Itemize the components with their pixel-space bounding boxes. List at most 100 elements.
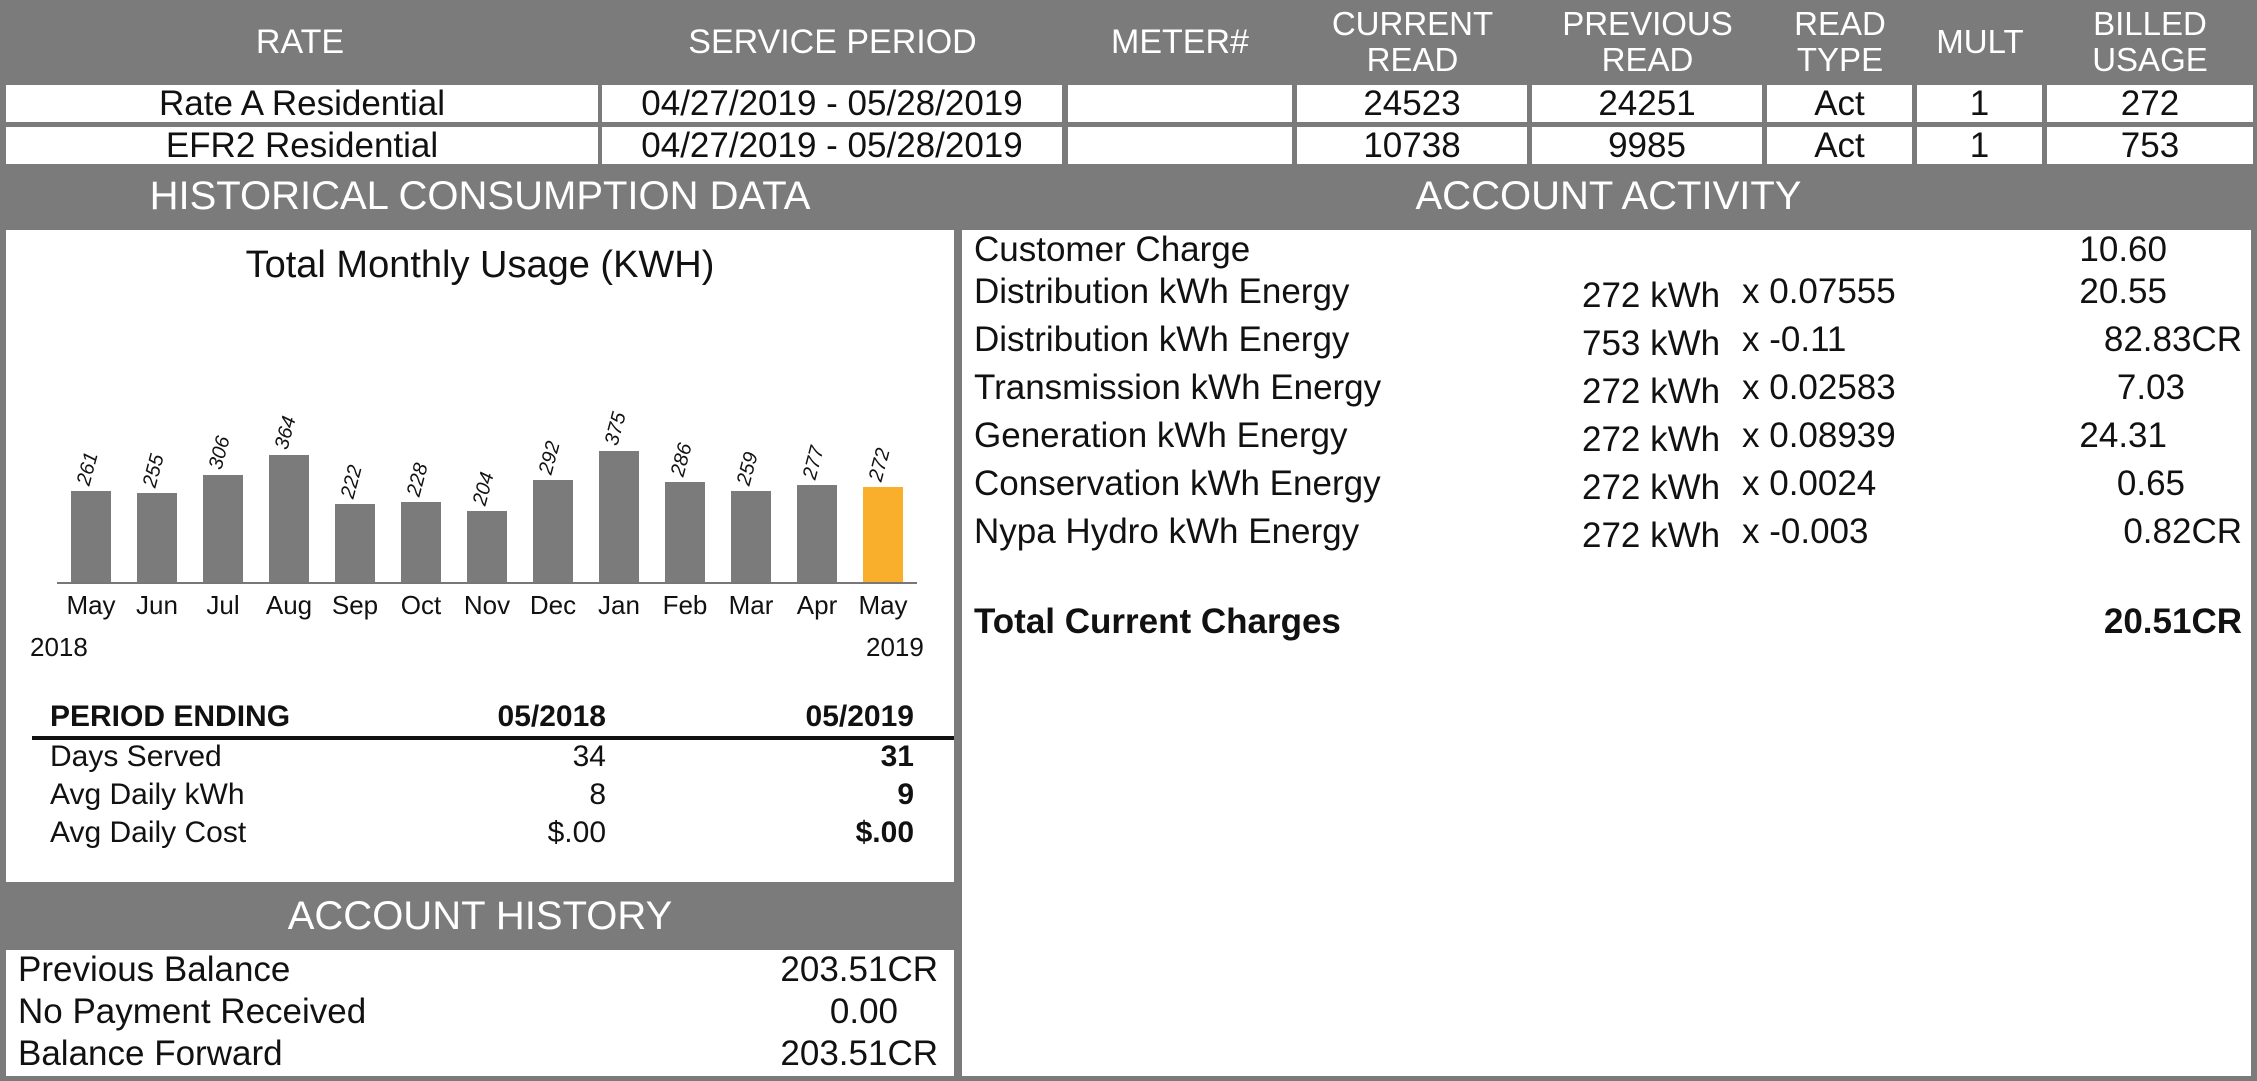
bar-value-label: 277 xyxy=(798,443,829,482)
activity-rate: x 0.08939 xyxy=(1742,416,1896,455)
col-header-previous-read: PREVIOUS READ xyxy=(1562,5,1733,78)
cell-rate: Rate A Residential xyxy=(6,84,598,123)
activity-label: Customer Charge xyxy=(974,230,1251,269)
activity-usage: 272 kWh xyxy=(1582,276,1721,315)
history-row-label: No Payment Received xyxy=(18,992,367,1031)
summary-row-col2: 31 xyxy=(880,740,914,773)
activity-usage: 272 kWh xyxy=(1582,420,1721,459)
activity-amount: 82.83CR xyxy=(2103,320,2242,359)
month-tick-label: Nov xyxy=(463,590,511,620)
bar-value-label: 364 xyxy=(270,413,301,452)
usage-bar xyxy=(335,504,375,582)
cell-service-period: 04/27/2019 - 05/28/2019 xyxy=(602,84,1062,123)
cell-read-type: Act xyxy=(1767,126,1912,165)
bar-value-label: 272 xyxy=(864,445,895,484)
cell-read-type: Act xyxy=(1767,84,1912,123)
usage-bar xyxy=(665,482,705,582)
monthly-usage-bar-chart: 261 May 255 Jun 306 Jul 364 Aug 222 Sep 228 Oct 204 N… xyxy=(6,230,954,670)
bar-value-label: 228 xyxy=(402,460,433,499)
month-tick-label: May xyxy=(858,590,908,620)
historical-consumption-panel: Total Monthly Usage (KWH) 261 May 255 Jun 30… xyxy=(6,230,954,882)
month-tick-label: Apr xyxy=(796,590,838,620)
activity-label: Transmission kWh Energy xyxy=(974,368,1382,407)
chart-title: Total Monthly Usage (KWH) xyxy=(245,244,715,286)
history-row-label: Balance Forward xyxy=(18,1034,283,1073)
history-row-amount: 203.51CR xyxy=(780,950,938,989)
cell-mult: 1 xyxy=(1917,126,2042,165)
summary-header-label: PERIOD ENDING xyxy=(50,700,291,733)
cell-billed-usage: 753 xyxy=(2047,126,2253,165)
activity-label: Distribution kWh Energy xyxy=(974,272,1350,311)
year-start-label: 2018 xyxy=(30,632,88,662)
month-tick-label: Dec xyxy=(529,590,577,620)
month-tick-label: May xyxy=(66,590,116,620)
month-tick-label: Mar xyxy=(728,590,774,620)
year-end-label: 2019 xyxy=(866,632,924,662)
account-history-panel: Previous Balance 203.51CR No Payment Rec… xyxy=(6,950,954,1076)
activity-label: Distribution kWh Energy xyxy=(974,320,1350,359)
activity-amount: 10.60 xyxy=(2079,230,2167,269)
summary-row-col1: $.00 xyxy=(547,816,606,849)
usage-bar xyxy=(599,451,639,582)
usage-bar xyxy=(401,502,441,582)
cell-previous-read: 24251 xyxy=(1532,84,1762,123)
usage-bar xyxy=(269,455,309,582)
cell-mult: 1 xyxy=(1917,84,2042,123)
summary-row-label: Avg Daily kWh xyxy=(50,778,245,811)
col-header-meter: METER# xyxy=(1111,23,1249,61)
activity-usage: 272 kWh xyxy=(1582,516,1721,555)
activity-amount: 24.31 xyxy=(2079,416,2167,455)
cell-service-period: 04/27/2019 - 05/28/2019 xyxy=(602,126,1062,165)
usage-bar xyxy=(467,511,507,582)
month-tick-label: Oct xyxy=(400,590,442,620)
summary-row-label: Avg Daily Cost xyxy=(50,816,247,849)
history-row-amount: 203.51CR xyxy=(780,1034,938,1073)
month-tick-label: Jul xyxy=(206,590,240,620)
activity-amount: 0.65 xyxy=(2116,464,2185,503)
cell-current-read: 24523 xyxy=(1297,84,1527,123)
col-header-billed-usage: BILLED USAGE xyxy=(2092,5,2208,78)
activity-usage: 753 kWh xyxy=(1582,324,1721,363)
cell-meter xyxy=(1068,85,1292,122)
usage-bar xyxy=(731,491,771,582)
total-current-charges-amount: 20.51CR xyxy=(2103,602,2242,641)
activity-rate: x 0.0024 xyxy=(1742,464,1877,503)
summary-row-col1: 8 xyxy=(589,778,606,811)
bar-value-label: 261 xyxy=(72,449,103,488)
account-activity-panel: Customer Charge 10.60 Distribution kWh E… xyxy=(962,230,2251,1076)
cell-rate: EFR2 Residential xyxy=(6,126,598,165)
history-row-amount: 0.00 xyxy=(829,992,898,1031)
account-activity-title: ACCOUNT ACTIVITY xyxy=(1415,173,1802,218)
activity-rate: x 0.07555 xyxy=(1742,272,1896,311)
summary-divider xyxy=(32,736,954,740)
chart-x-axis xyxy=(57,582,917,584)
summary-row-col1: 34 xyxy=(572,740,606,773)
activity-label: Nypa Hydro kWh Energy xyxy=(974,512,1360,551)
activity-usage: 272 kWh xyxy=(1582,468,1721,507)
cell-billed-usage: 272 xyxy=(2047,84,2253,123)
col-header-read-type: READ TYPE xyxy=(1794,5,1886,78)
summary-header-col1: 05/2018 xyxy=(497,700,606,733)
activity-label: Generation kWh Energy xyxy=(974,416,1348,455)
history-row-label: Previous Balance xyxy=(18,950,291,989)
col-header-service-period: SERVICE PERIOD xyxy=(688,23,977,61)
bar-value-label: 292 xyxy=(534,438,565,477)
cell-previous-read: 9985 xyxy=(1532,126,1762,165)
month-tick-label: Sep xyxy=(331,590,379,620)
bar-value-label: 204 xyxy=(468,469,499,508)
activity-amount: 7.03 xyxy=(2116,368,2185,407)
month-tick-label: Jun xyxy=(136,590,178,620)
activity-amount: 0.82CR xyxy=(2123,512,2242,551)
usage-bar xyxy=(533,480,573,582)
cell-current-read: 10738 xyxy=(1297,126,1527,165)
month-tick-label: Jan xyxy=(598,590,640,620)
bar-value-label: 259 xyxy=(732,449,763,488)
usage-bar xyxy=(71,491,111,582)
col-header-mult: MULT xyxy=(1936,23,2024,60)
activity-amount: 20.55 xyxy=(2079,272,2167,311)
col-header-current-read: CURRENT READ xyxy=(1331,5,1494,78)
activity-rate: x 0.02583 xyxy=(1742,368,1896,407)
activity-rate: x -0.11 xyxy=(1742,320,1847,359)
summary-row-col2: $.00 xyxy=(855,816,914,849)
